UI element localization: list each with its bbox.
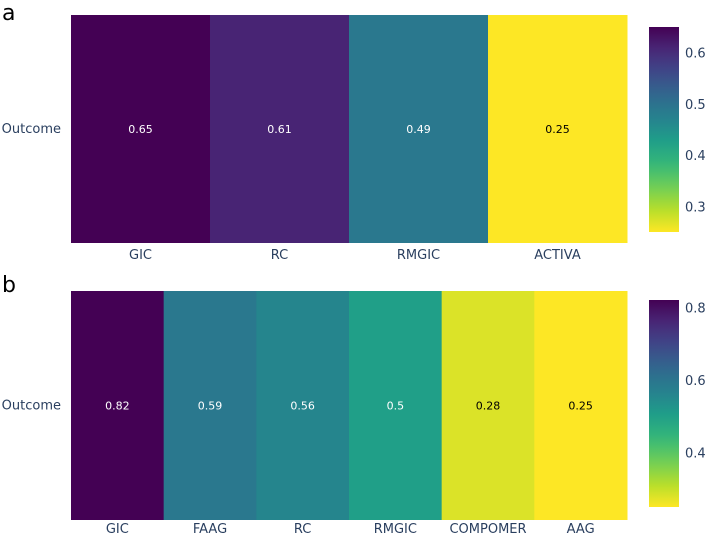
cell-value-label: 0.49	[406, 123, 431, 136]
cell-value-label: 0.25	[545, 123, 570, 136]
x-tick-label: AAG	[567, 522, 595, 535]
heatmap-panel-b: b 0.82 GIC 0.59 FAAG 0.56 RC 0.5 RMGIC 0.28 COMPOM…	[2, 273, 706, 535]
cell-value-label: 0.59	[198, 400, 223, 413]
cell-value-label: 0.25	[568, 400, 593, 413]
x-tick-label: RC	[271, 248, 288, 263]
x-tick-label: RC	[294, 522, 311, 535]
colorbar-tick-label: 0.8	[685, 301, 706, 316]
x-tick-label: RMGIC	[397, 248, 440, 263]
colorbar-tick-label: 0.6	[685, 47, 706, 62]
cell-value-label: 0.61	[267, 123, 292, 136]
cell-value-label: 0.65	[128, 123, 153, 136]
x-tick-label: RMGIC	[374, 522, 417, 535]
cell-value-label: 0.5	[387, 400, 405, 413]
x-tick-label: ACTIVA	[534, 248, 581, 263]
x-tick-label: FAAG	[193, 522, 227, 535]
panel-label: b	[2, 273, 16, 298]
colorbar-tick-label: 0.4	[685, 447, 706, 462]
cell-value-label: 0.28	[476, 400, 501, 413]
cell-value-label: 0.56	[290, 400, 315, 413]
x-tick-label: GIC	[129, 248, 152, 263]
cell-value-label: 0.82	[105, 400, 130, 413]
colorbar-tick-label: 0.6	[685, 374, 706, 389]
colorbar-tick-label: 0.4	[685, 149, 706, 164]
colorbar-tick-label: 0.5	[685, 98, 706, 113]
heatmap-panel-a: a 0.65 GIC 0.61 RC 0.49 RMGIC 0.25 ACTIVA Outcome…	[2, 1, 706, 263]
colorbar	[649, 27, 679, 232]
panel-label: a	[2, 1, 15, 26]
x-tick-label: COMPOMER	[449, 522, 526, 535]
x-tick-label: GIC	[106, 522, 129, 535]
colorbar-tick-label: 0.3	[685, 200, 706, 215]
y-tick-label: Outcome	[2, 122, 61, 137]
colorbar	[649, 300, 679, 507]
y-tick-label: Outcome	[2, 399, 61, 414]
